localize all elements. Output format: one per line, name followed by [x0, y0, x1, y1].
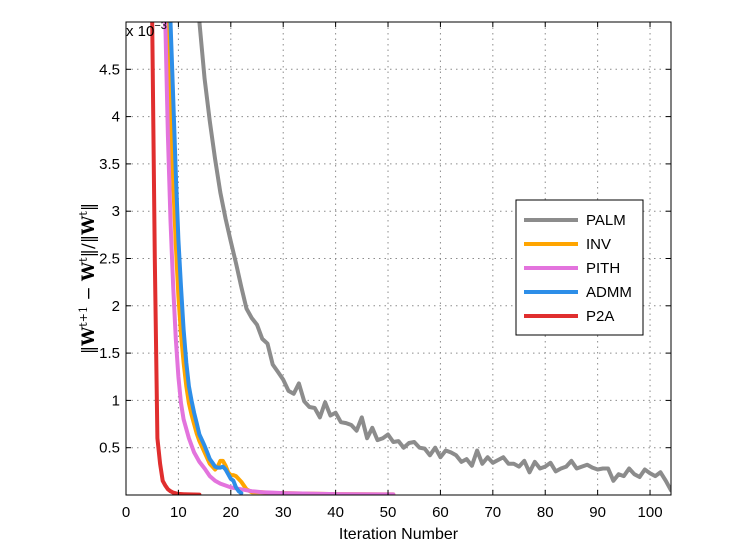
x-tick-label: 0 [122, 504, 130, 521]
legend-label-palm: PALM [586, 212, 626, 229]
x-tick-label: 100 [638, 504, 663, 521]
legend-label-p2a: P2A [586, 308, 614, 325]
x-axis-label: Iteration Number [339, 526, 459, 543]
x-tick-label: 30 [275, 504, 292, 521]
x-tick-labels: 0 10 20 30 40 50 60 70 80 90 100 [122, 504, 663, 521]
y-multiplier-base: x 10 [126, 23, 154, 40]
ylabel-sup1: t+1 [77, 306, 90, 327]
legend: PALM INV PITH ADMM P2A [515, 199, 644, 336]
y-tick-label: 4.5 [99, 61, 120, 78]
y-tick-label: 1.5 [99, 345, 120, 362]
x-tick-label: 20 [222, 504, 239, 521]
legend-label-admm: ADMM [586, 284, 632, 301]
x-tick-label: 70 [484, 504, 501, 521]
ylabel-w1: W [79, 326, 99, 347]
ylabel-w2: W [79, 261, 99, 282]
y-multiplier-exp: −3 [154, 20, 167, 32]
y-tick-label: 3 [112, 203, 120, 220]
y-tick-labels: 0.5 1 1.5 2 2.5 3 3.5 4 4.5 [99, 61, 120, 456]
y-tick-label: 4 [112, 109, 120, 126]
y-axis-label: ‖Wt+1 − Wt‖/‖Wt‖ [77, 203, 99, 355]
x-tick-label: 50 [380, 504, 397, 521]
series-line-palm [197, 22, 671, 493]
ylabel-sup2: t [77, 257, 90, 262]
y-tick-label: 0.5 [99, 440, 120, 457]
ylabel-w3: W [79, 215, 99, 236]
series-line-admm [168, 22, 244, 495]
ylabel-sup3: t [77, 211, 90, 216]
x-tick-label: 60 [432, 504, 449, 521]
x-tick-label: 90 [589, 504, 606, 521]
legend-label-pith: PITH [586, 260, 620, 277]
ylabel-close: ‖ [79, 203, 99, 212]
ylabel-open: ‖ [79, 346, 99, 355]
x-tick-label: 80 [537, 504, 554, 521]
ylabel-minus: − [79, 281, 99, 306]
axis-ticks [125, 22, 671, 495]
y-multiplier: x 10−3 [126, 20, 167, 40]
legend-label-inv: INV [586, 236, 611, 253]
y-tick-label: 1 [112, 392, 120, 409]
x-tick-label: 40 [327, 504, 344, 521]
y-tick-label: 3.5 [99, 156, 120, 173]
y-tick-label: 2 [112, 298, 120, 315]
x-tick-label: 10 [170, 504, 187, 521]
y-tick-label: 2.5 [99, 251, 120, 268]
series-line-p2a [150, 22, 202, 495]
ylabel-mid: ‖/‖ [79, 235, 99, 258]
